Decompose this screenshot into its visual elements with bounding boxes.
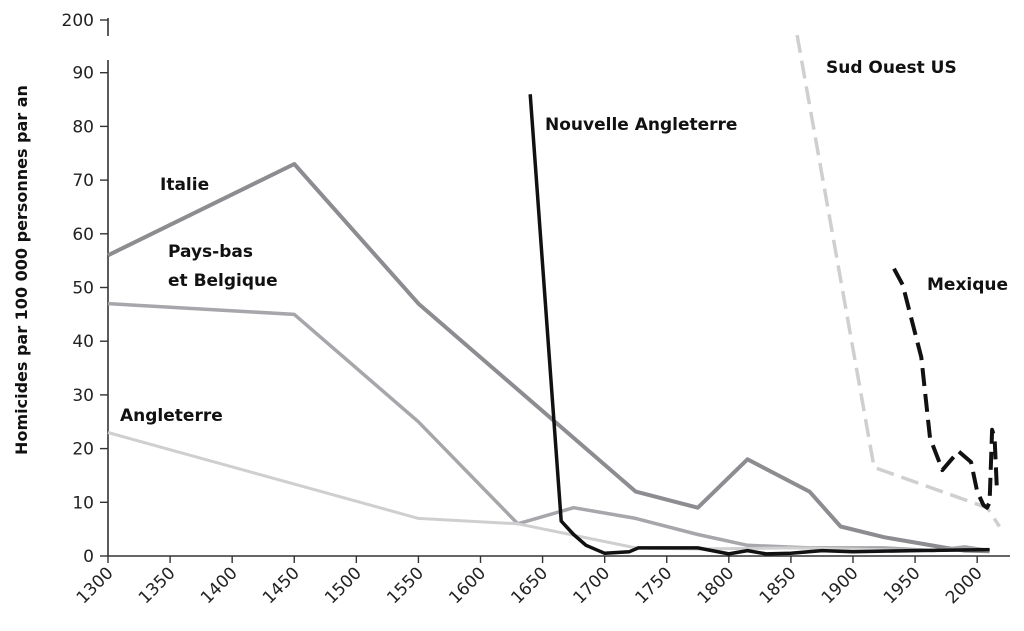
series-line-5 xyxy=(892,267,999,510)
series-label-1: Pays-bas et Belgique xyxy=(168,242,278,291)
x-tick-label-1500: 1500 xyxy=(321,563,366,608)
y-tick-label-90: 90 xyxy=(72,64,94,84)
y-tick-label-70: 70 xyxy=(72,171,94,191)
x-tick-label-1550: 1550 xyxy=(383,563,428,608)
y-tick-label-10: 10 xyxy=(72,493,94,513)
x-tick-label-1450: 1450 xyxy=(259,563,304,608)
series-label-4: Sud Ouest US xyxy=(826,58,957,78)
series-layer xyxy=(107,34,1001,556)
y-tick-label-80: 80 xyxy=(72,117,94,137)
x-tick-label-1700: 1700 xyxy=(569,563,614,608)
x-tick-label-1800: 1800 xyxy=(694,563,739,608)
y-tick-label-40: 40 xyxy=(72,332,94,352)
series-line-3 xyxy=(528,94,990,556)
x-tick-label-1350: 1350 xyxy=(135,563,180,608)
y-tick-label-50: 50 xyxy=(72,279,94,299)
series-label-0: Italie xyxy=(160,175,209,195)
series-line-4 xyxy=(795,34,1001,528)
y-axis-label: Homicides par 100 000 personnes par an xyxy=(12,85,31,455)
series-line-2 xyxy=(107,431,990,553)
series-label-5: Mexique xyxy=(927,275,1008,295)
series-label-2: Angleterre xyxy=(120,406,223,426)
y-tick-label-20: 20 xyxy=(72,440,94,460)
x-tick-label-1650: 1650 xyxy=(507,563,552,608)
series-labels: Italie Pays-bas et Belgique Angleterre Nouve… xyxy=(120,58,1008,426)
series-label-3: Nouvelle Angleterre xyxy=(545,115,737,135)
x-tick-label-1400: 1400 xyxy=(197,563,242,608)
y-tick-label-break-top: 200 xyxy=(62,11,94,31)
y-tick-label-0: 0 xyxy=(83,547,94,567)
y-tick-label-30: 30 xyxy=(72,386,94,406)
x-tick-label-1950: 1950 xyxy=(880,563,925,608)
x-tick-label-1300: 1300 xyxy=(73,563,118,608)
x-tick-label-1900: 1900 xyxy=(818,563,863,608)
y-tick-label-60: 60 xyxy=(72,225,94,245)
x-tick-label-1750: 1750 xyxy=(632,563,677,608)
x-tick-label-1600: 1600 xyxy=(445,563,490,608)
x-tick-label-2000: 2000 xyxy=(942,563,987,608)
x-tick-label-1850: 1850 xyxy=(756,563,801,608)
